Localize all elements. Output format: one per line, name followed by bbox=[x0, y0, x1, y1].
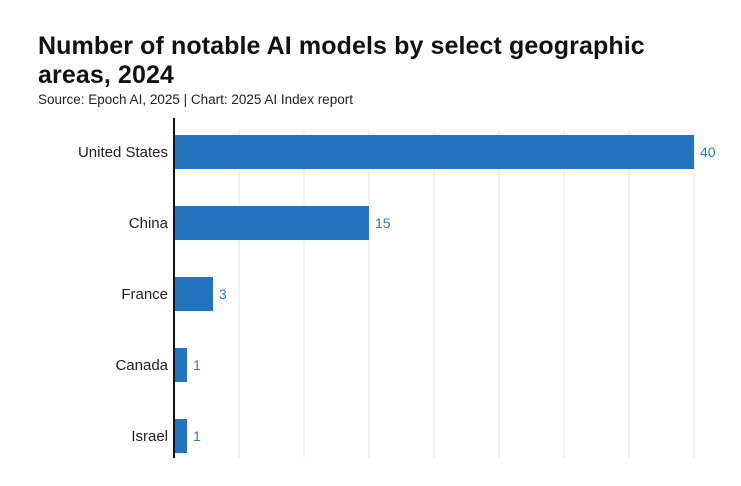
value-label-canada: 1 bbox=[193, 357, 201, 373]
bar-united-states bbox=[174, 135, 694, 169]
category-label-united-states: United States bbox=[78, 144, 168, 161]
value-label-france: 3 bbox=[219, 286, 227, 302]
chart-title: Number of notable AI models by select ge… bbox=[38, 32, 645, 89]
category-label-france: France bbox=[121, 286, 168, 303]
bar-canada bbox=[174, 348, 187, 382]
bar-israel bbox=[174, 419, 187, 453]
bar-france bbox=[174, 277, 213, 311]
category-labels: United States China France Canada Israel bbox=[78, 144, 169, 445]
bars bbox=[174, 135, 694, 453]
category-label-china: China bbox=[129, 215, 169, 232]
category-label-canada: Canada bbox=[115, 357, 168, 374]
bar-china bbox=[174, 206, 369, 240]
value-label-china: 15 bbox=[375, 215, 391, 231]
value-label-united-states: 40 bbox=[700, 144, 716, 160]
category-label-israel: Israel bbox=[131, 428, 168, 445]
value-label-israel: 1 bbox=[193, 428, 201, 444]
value-labels: 40 15 3 1 1 bbox=[193, 144, 716, 444]
gridlines bbox=[238, 130, 695, 458]
chart-subtitle: Source: Epoch AI, 2025 | Chart: 2025 AI … bbox=[38, 92, 353, 107]
